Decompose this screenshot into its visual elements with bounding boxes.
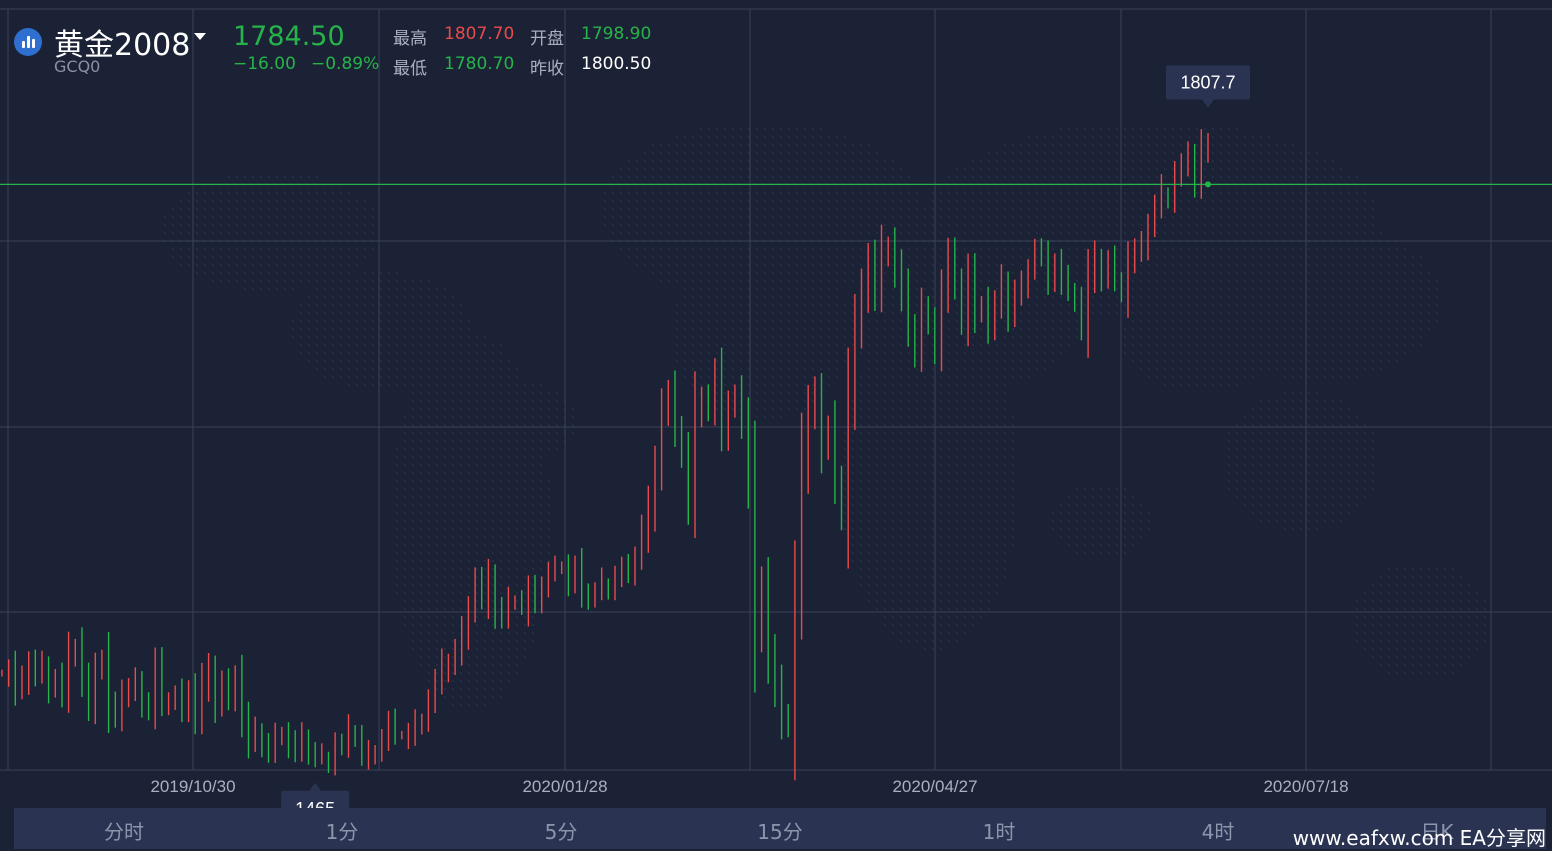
price-change-percent: −0.89% xyxy=(311,54,380,74)
chart-icon xyxy=(14,28,42,56)
period-tab-bar xyxy=(14,808,1546,849)
open-value: 1798.90 xyxy=(581,24,652,44)
x-tick-label: 2020/01/28 xyxy=(522,777,607,796)
grid-lines xyxy=(0,8,1552,771)
tab-5min[interactable]: 5分 xyxy=(544,820,578,844)
high-value: 1807.70 xyxy=(444,24,515,44)
last-price: 1784.50 xyxy=(233,21,345,52)
tab-4hour[interactable]: 4时 xyxy=(1201,820,1235,844)
tab-15min[interactable]: 15分 xyxy=(757,820,803,844)
tab-daily[interactable]: 日K xyxy=(1420,820,1454,844)
x-axis: 2019/10/30 2020/01/28 2020/04/27 2020/07/18 xyxy=(150,777,1348,796)
instrument-name[interactable]: 黄金2008 xyxy=(54,28,191,63)
prev-close-value: 1800.50 xyxy=(581,54,652,74)
low-value: 1780.70 xyxy=(444,54,515,74)
high-label: 最高 xyxy=(393,29,427,49)
instrument-code: GCQ0 xyxy=(54,57,101,76)
candles xyxy=(1,129,1209,781)
chevron-down-icon[interactable] xyxy=(194,33,206,40)
tab-1hour[interactable]: 1时 xyxy=(982,820,1016,844)
x-tick-label: 2020/07/18 xyxy=(1263,777,1348,796)
current-price-dot xyxy=(1205,181,1211,188)
open-label: 开盘 xyxy=(530,29,564,49)
x-tick-label: 2019/10/30 xyxy=(150,777,235,796)
price-change: −16.00 xyxy=(233,54,296,74)
max-price-label: 1807.7 xyxy=(1166,65,1250,108)
watermark: www.eafxw.com EA分享网 xyxy=(1292,826,1546,850)
tab-1min[interactable]: 1分 xyxy=(325,820,359,844)
prev-close-label: 昨收 xyxy=(530,59,564,79)
x-tick-label: 2020/04/27 xyxy=(892,777,977,796)
world-map-background xyxy=(164,128,1486,706)
max-price-text: 1807.7 xyxy=(1180,73,1235,93)
quote-header: 黄金2008 GCQ0 1784.50 −16.00 −0.89% 最高 180… xyxy=(0,0,1552,90)
low-label: 最低 xyxy=(393,59,427,79)
tab-timeshare[interactable]: 分时 xyxy=(104,820,144,844)
